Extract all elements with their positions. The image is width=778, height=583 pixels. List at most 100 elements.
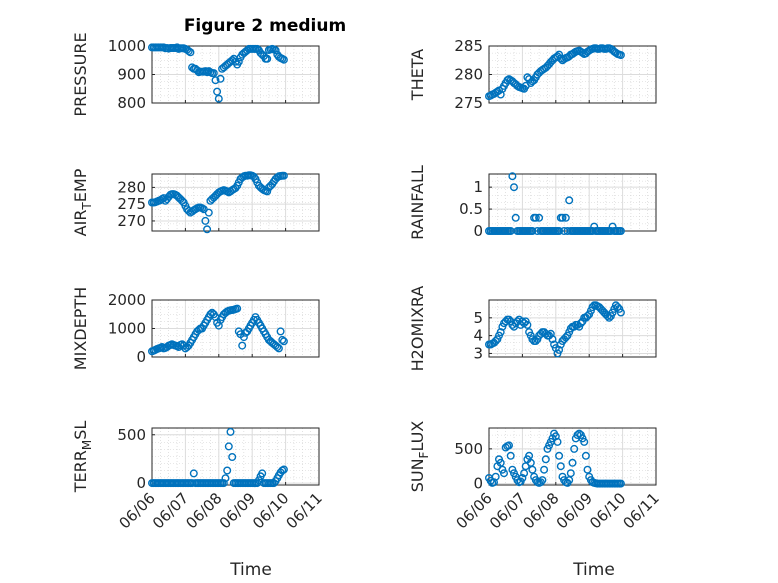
data-point [568, 458, 577, 467]
data-point [203, 225, 212, 234]
x-tick-label: 06/06 [116, 489, 159, 532]
data-point [616, 308, 625, 317]
y-tick-label: 275 [454, 94, 483, 112]
y-tick-label: 280 [454, 66, 483, 84]
data-point [555, 50, 564, 59]
data-point [566, 469, 575, 478]
y-tick-label: 500 [454, 440, 483, 458]
data-point [234, 57, 243, 66]
data-point [555, 345, 564, 354]
data-point [279, 337, 288, 346]
data-point [239, 333, 248, 342]
data-point [583, 465, 592, 474]
y-tick-label: 1000 [108, 320, 146, 338]
data-point [189, 469, 198, 478]
data-point [540, 465, 549, 474]
y-tick-label: 270 [117, 212, 146, 230]
x-tick-label: 06/06 [453, 489, 496, 532]
subplot-h2omixra: 345 H2OMIXRA [408, 286, 657, 372]
data-point [578, 48, 587, 57]
data-point [528, 226, 537, 235]
y-tick-label: 5 [473, 309, 483, 327]
data-point [536, 478, 545, 487]
y-tick-label: 275 [117, 195, 146, 213]
data-point [263, 187, 272, 196]
data-point [525, 451, 534, 460]
data-point [528, 465, 537, 474]
axes-frame [151, 45, 320, 104]
y-axis-label: SUNFLUX [408, 421, 431, 493]
data-point [555, 451, 564, 460]
data-point [561, 213, 570, 222]
data-point [219, 479, 228, 488]
x-tick-label: 06/07 [486, 489, 529, 532]
y-axis-label: RAINFALL [408, 165, 427, 240]
data-point [214, 94, 223, 103]
data-point [263, 54, 272, 63]
data-point [511, 213, 520, 222]
y-tick-label: 280 [117, 178, 146, 196]
y-axis-label: H2OMIXRA [408, 286, 427, 372]
data-point [238, 341, 247, 350]
data-point [223, 466, 232, 475]
data-point [233, 304, 242, 313]
subplot-pressure: 800 900 1000 PRESSURE [71, 32, 320, 117]
axes-frame [488, 45, 657, 104]
y-tick-label: 900 [117, 66, 146, 84]
data-point [216, 74, 225, 83]
x-tick-label: 06/07 [149, 489, 192, 532]
data-point [616, 479, 625, 488]
x-tick-label: 06/08 [519, 489, 562, 532]
data-point [553, 437, 562, 446]
data-point [616, 51, 625, 60]
y-tick-label: 0 [136, 474, 146, 492]
axes-frame [488, 427, 657, 486]
x-tick-label: 06/09 [553, 489, 596, 532]
data-point [518, 474, 527, 483]
data-point [279, 171, 288, 180]
data-point [201, 216, 210, 225]
data-point [510, 183, 519, 192]
x-tick-label: 06/10 [249, 489, 292, 532]
subplot-theta: 275 280 285 THETA [408, 37, 657, 112]
data-point [581, 451, 590, 460]
axes-frame [488, 299, 657, 358]
data-point [523, 320, 532, 329]
data-point [531, 213, 540, 222]
data-point [224, 442, 233, 451]
data-point [506, 451, 515, 460]
y-axis-label: AIRTEMP [71, 168, 94, 236]
data-point [505, 441, 514, 450]
y-tick-label: 0 [473, 222, 483, 240]
y-axis-label: TERRMSL [71, 421, 94, 494]
y-tick-label: 500 [117, 426, 146, 444]
y-axis-label: PRESSURE [71, 32, 90, 116]
data-point [541, 455, 550, 464]
data-point [520, 469, 529, 478]
axes-frame [151, 299, 320, 358]
subplot-mixdepth: 0 1000 2000 MIXDEPTH [71, 287, 320, 370]
data-point [213, 87, 222, 96]
data-point [565, 196, 574, 205]
data-point [556, 462, 565, 471]
data-point [523, 73, 532, 82]
y-tick-label: 1000 [108, 37, 146, 55]
data-point [211, 76, 220, 85]
data-point [279, 55, 288, 64]
y-tick-label: 285 [454, 37, 483, 55]
data-point [276, 327, 285, 336]
data-point [274, 344, 283, 353]
x-tick-label: 06/10 [586, 489, 629, 532]
data-point [226, 427, 235, 436]
y-tick-label: 0.5 [459, 200, 483, 218]
data-point [491, 472, 500, 481]
y-tick-label: 1 [473, 178, 483, 196]
data-point [258, 469, 267, 478]
x-tick-label: 06/08 [182, 489, 225, 532]
data-point [496, 328, 505, 337]
data-point [503, 76, 512, 85]
